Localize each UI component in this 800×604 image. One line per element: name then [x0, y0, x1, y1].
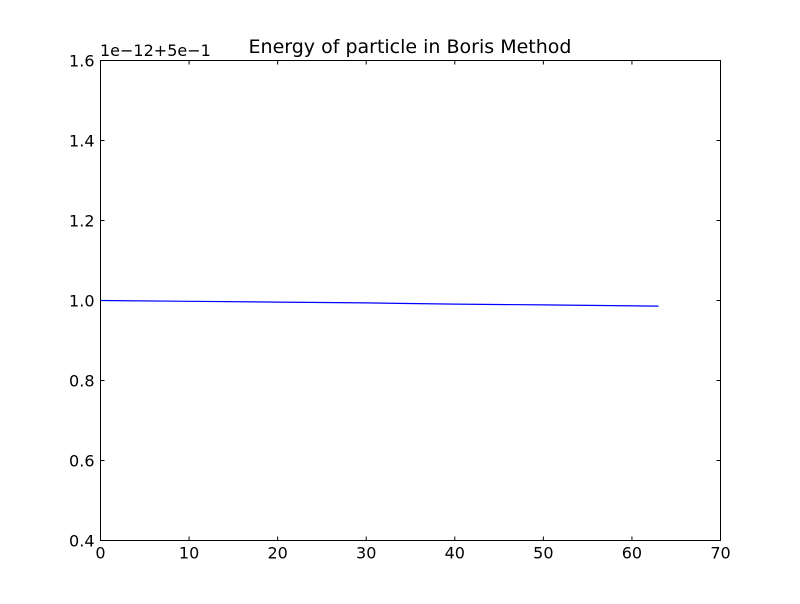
y-tick-label: 0.8 [69, 372, 94, 391]
x-tick-label: 70 [710, 544, 730, 563]
plot-area-frame [100, 60, 721, 541]
x-tick-label: 40 [445, 544, 465, 563]
axis-ticks: 0 10 20 30 40 50 60 70 0.4 0.6 0.8 1.0 1.2 1.4 1.6 [69, 52, 731, 563]
series-layer [100, 299, 659, 307]
y-tick-label: 0.4 [69, 532, 94, 551]
y-tick-label: 1.2 [69, 212, 94, 231]
x-tick-label: 10 [179, 544, 199, 563]
y-tick-label: 1.6 [69, 52, 94, 71]
x-tick-label: 0 [95, 544, 105, 563]
energy-series-line [100, 299, 659, 307]
x-tick-label: 60 [622, 544, 642, 563]
y-tick-label: 0.6 [69, 452, 94, 471]
y-tick-label: 1.0 [69, 292, 94, 311]
x-tick-label: 30 [356, 544, 376, 563]
x-tick-label: 20 [267, 544, 287, 563]
x-tick-label: 50 [533, 544, 553, 563]
chart-title: Energy of particle in Boris Method [249, 36, 572, 58]
y-tick-label: 1.4 [69, 132, 94, 151]
y-axis-offset-label: 1e−12+5e−1 [100, 41, 211, 60]
